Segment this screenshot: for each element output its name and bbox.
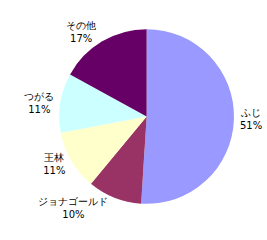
svg-text:ジョナゴールド10%: ジョナゴールド10%: [38, 196, 108, 220]
svg-text:ふじ51%: ふじ51%: [240, 107, 262, 131]
svg-text:王林11%: 王林11%: [43, 152, 65, 176]
svg-text:つがる11%: つがる11%: [24, 91, 54, 115]
svg-text:その他17%: その他17%: [66, 20, 96, 44]
